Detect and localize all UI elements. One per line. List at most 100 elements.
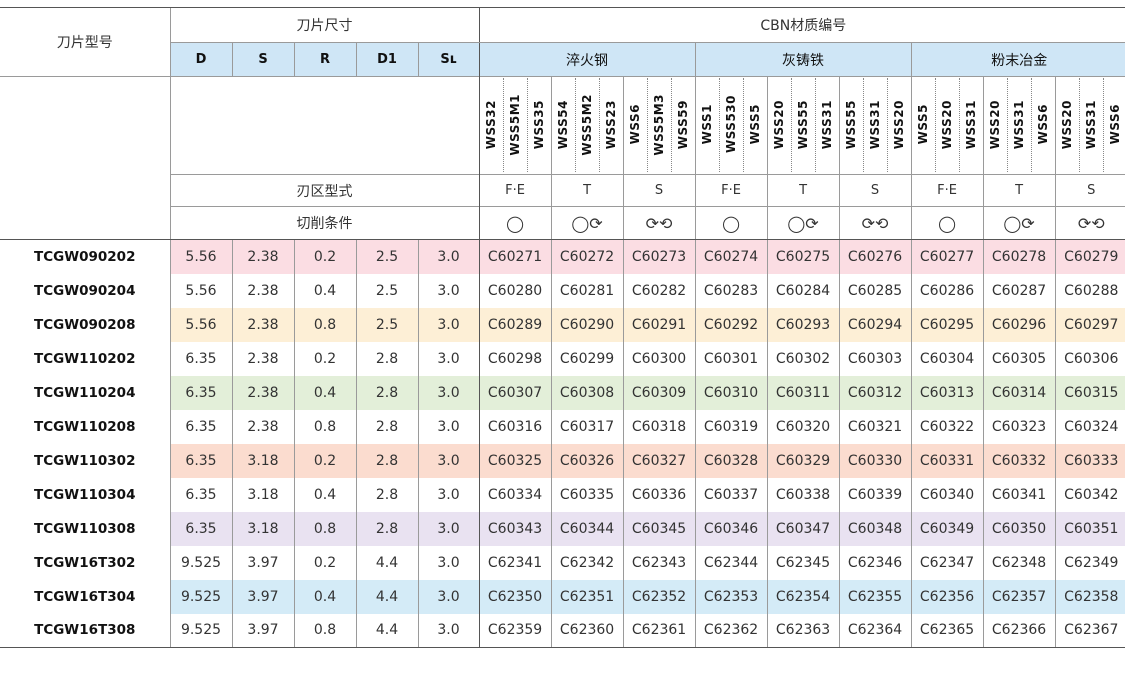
grade-label: WSS32: [484, 99, 499, 150]
dim-value-r: 0.4: [293, 273, 356, 308]
model-cell: TCGW110208: [34, 418, 136, 435]
grade-label: WSS55: [796, 99, 811, 150]
grade-code-cell: C60331: [910, 443, 984, 478]
blade-type-value: S: [838, 174, 912, 207]
dim-value-d: 5.56: [169, 307, 232, 342]
model-cell: TCGW110304: [34, 486, 136, 503]
model-cell: TCGW090208: [34, 316, 136, 333]
grade-code-cell: C60309: [622, 375, 696, 410]
grade-code-cell: C62356: [910, 579, 984, 614]
grade-code-cell: C60323: [982, 409, 1056, 444]
model-cell: TCGW110302: [34, 452, 136, 469]
grade-code-cell: C60351: [1054, 511, 1125, 546]
dim-value-sl: 3.0: [417, 273, 480, 308]
grade-code-cell: C60350: [982, 511, 1056, 546]
grade-label: WSS31: [1084, 99, 1099, 150]
grade-code-cell: C62364: [838, 613, 912, 648]
grade-label: WSS5M2: [580, 93, 595, 156]
grade-code-cell: C62341: [478, 545, 552, 580]
grade-code-cell: C60329: [766, 443, 840, 478]
grade-code-cell: C60271: [478, 239, 552, 274]
grade-label: WSS31: [964, 99, 979, 150]
dim-value-s: 2.38: [231, 409, 294, 444]
grade-label: WSS6: [1108, 104, 1123, 145]
grade-code-cell: C60289: [478, 307, 552, 342]
dim-value-d: 9.525: [169, 579, 232, 614]
grade-code-cell: C60287: [982, 273, 1056, 308]
grade-code-cell: C60311: [766, 375, 840, 410]
dim-value-r: 0.2: [293, 239, 356, 274]
dim-col-SL: Sʟ: [417, 42, 480, 77]
dim-value-r: 0.4: [293, 375, 356, 410]
dim-value-sl: 3.0: [417, 341, 480, 376]
group-powder-metallurgy: 粉末冶金: [910, 42, 1125, 77]
dim-value-sl: 3.0: [417, 545, 480, 580]
grade-code-cell: C62362: [694, 613, 768, 648]
blade-type-value: T: [766, 174, 840, 207]
grade-code-cell: C60324: [1054, 409, 1125, 444]
grade-code-cell: C60319: [694, 409, 768, 444]
grade-code-cell: C60326: [550, 443, 624, 478]
grade-code-cell: C60273: [622, 239, 696, 274]
dim-value-s: 3.18: [231, 477, 294, 512]
grade-code-cell: C62365: [910, 613, 984, 648]
dim-col-D1: D1: [355, 42, 418, 77]
grade-code-cell: C60340: [910, 477, 984, 512]
blade-type-value: S: [622, 174, 696, 207]
grade-label: WSS5M3: [652, 93, 667, 156]
dim-value-sl: 3.0: [417, 511, 480, 546]
dim-value-sl: 3.0: [417, 375, 480, 410]
grade-label: WSS5M1: [508, 93, 523, 156]
grade-label: WSS5: [916, 104, 931, 145]
grade-code-cell: C60272: [550, 239, 624, 274]
grade-code-cell: C60275: [766, 239, 840, 274]
dim-value-d: 6.35: [169, 375, 232, 410]
dim-value-s: 3.97: [231, 613, 294, 648]
dim-value-d: 6.35: [169, 341, 232, 376]
grade-code-cell: C60296: [982, 307, 1056, 342]
table-row: TCGW090202 5.56 2.38 0.2 2.5 3.0 C60271 C60272 C…: [0, 239, 1125, 274]
grade-label: WSS31: [820, 99, 835, 150]
dim-value-d1: 2.8: [355, 511, 418, 546]
grade-label: WSS55: [844, 99, 859, 150]
dim-value-d: 6.35: [169, 511, 232, 546]
table-row: TCGW110308 6.35 3.18 0.8 2.8 3.0 C60343 C60344 C…: [0, 511, 1125, 546]
grade-code-cell: C60286: [910, 273, 984, 308]
grade-code-cell: C60334: [478, 477, 552, 512]
dim-value-d: 5.56: [169, 239, 232, 274]
grade-label: WSS20: [772, 99, 787, 150]
grade-code-cell: C62360: [550, 613, 624, 648]
table-row: TCGW090208 5.56 2.38 0.8 2.5 3.0 C60289 C60290 C…: [0, 307, 1125, 342]
grade-code-cell: C62344: [694, 545, 768, 580]
grade-cell: WSS5 WSS20 WSS31: [910, 76, 984, 175]
dim-col-S: S: [231, 42, 294, 77]
grade-code-cell: C60345: [622, 511, 696, 546]
table-row: TCGW110202 6.35 2.38 0.2 2.8 3.0 C60298 C60299 C…: [0, 341, 1125, 376]
dim-value-s: 3.18: [231, 511, 294, 546]
grade-code-cell: C60310: [694, 375, 768, 410]
double-cycle-icon: ⟳⟲: [622, 206, 696, 240]
dim-value-d1: 2.8: [355, 443, 418, 478]
dim-value-r: 0.2: [293, 341, 356, 376]
grade-code-cell: C60333: [1054, 443, 1125, 478]
grade-cell: WSS54 WSS5M2 WSS23: [550, 76, 624, 175]
blade-type-value: F·E: [478, 174, 552, 207]
grade-label: WSS20: [988, 99, 1003, 150]
circle-cycle-icon: ◯⟳: [550, 206, 624, 240]
dim-value-d1: 4.4: [355, 613, 418, 648]
dim-value-d: 9.525: [169, 545, 232, 580]
grade-code-cell: C62347: [910, 545, 984, 580]
grade-code-cell: C60308: [550, 375, 624, 410]
table-row: TCGW110208 6.35 2.38 0.8 2.8 3.0 C60316 C60317 C…: [0, 409, 1125, 444]
grade-code-cell: C62350: [478, 579, 552, 614]
grade-code-cell: C60328: [694, 443, 768, 478]
grade-code-cell: C60294: [838, 307, 912, 342]
grade-code-cell: C62366: [982, 613, 1056, 648]
dim-value-d1: 2.5: [355, 239, 418, 274]
grade-code-cell: C60320: [766, 409, 840, 444]
dim-value-r: 0.8: [293, 613, 356, 648]
grade-code-cell: C60277: [910, 239, 984, 274]
grade-code-cell: C62348: [982, 545, 1056, 580]
grade-code-cell: C60318: [622, 409, 696, 444]
dim-value-d1: 2.5: [355, 273, 418, 308]
